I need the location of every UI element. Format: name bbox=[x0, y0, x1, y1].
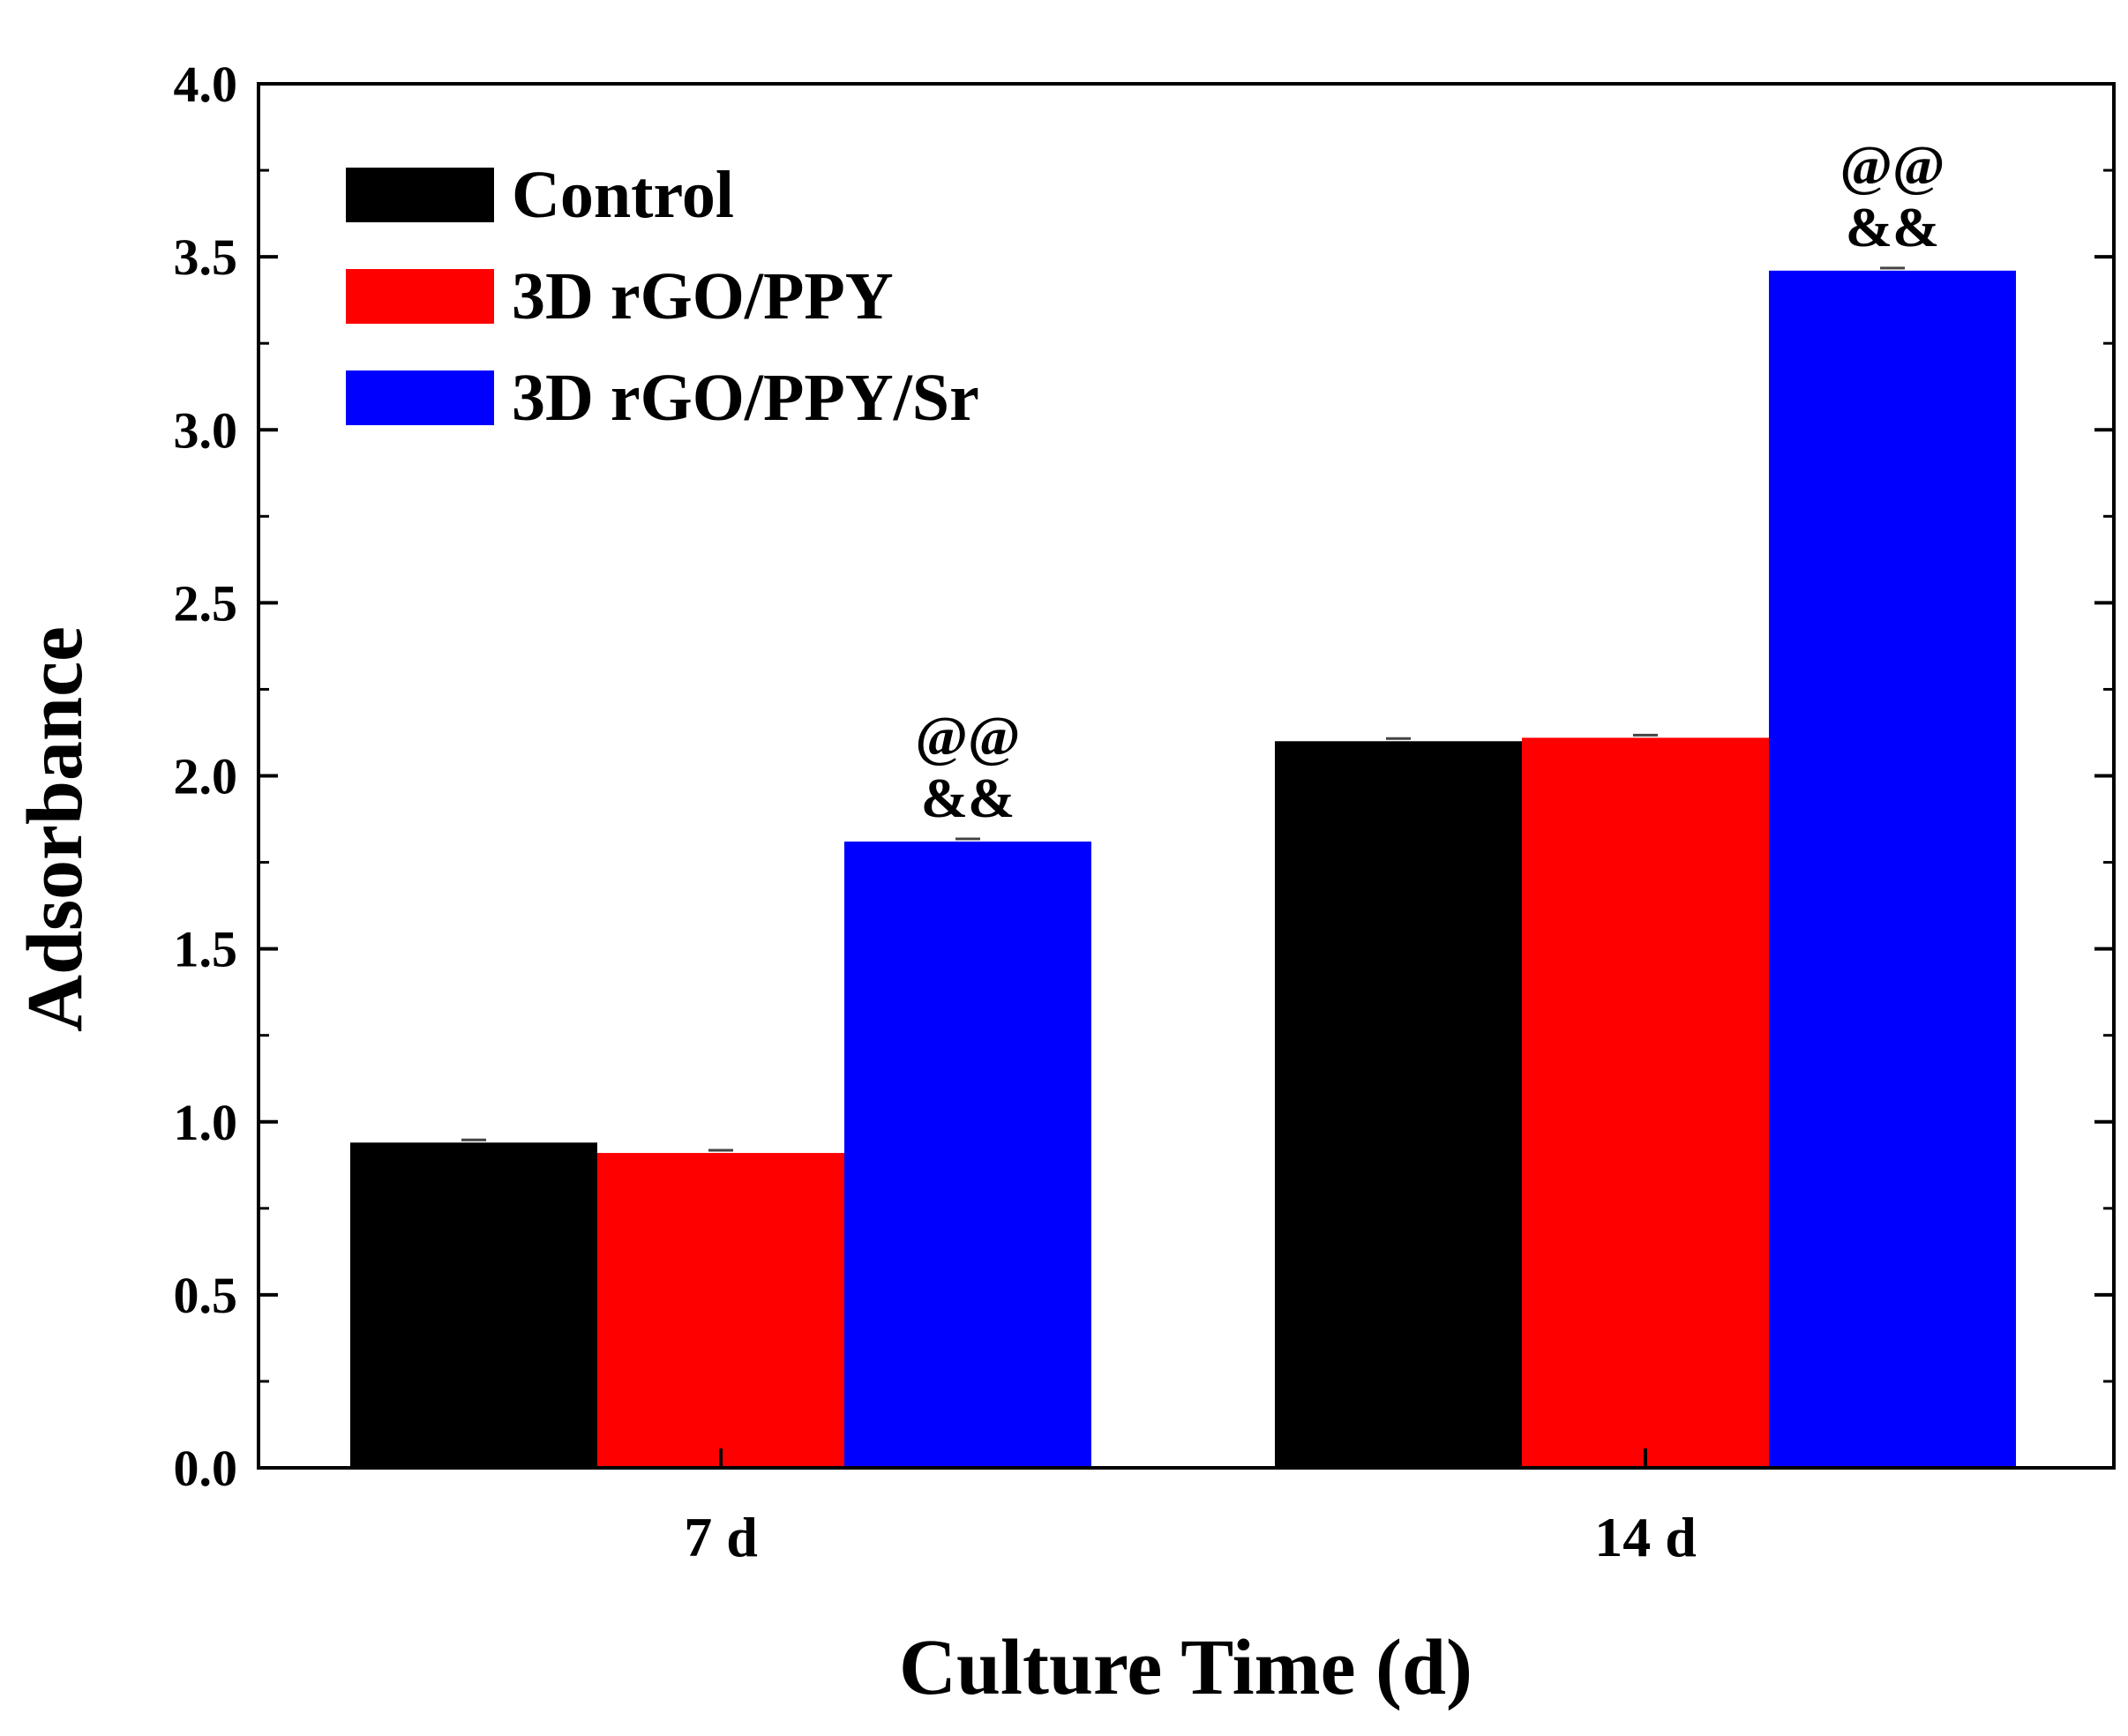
bar-control-14-d bbox=[1275, 741, 1522, 1468]
legend-swatch bbox=[346, 370, 494, 425]
bars-layer bbox=[350, 270, 2016, 1469]
bar-3d-rgo-ppy-7-d bbox=[597, 1153, 844, 1468]
x-axis-title: Culture Time (d) bbox=[899, 1624, 1472, 1711]
y-tick-label: 1.0 bbox=[174, 1094, 238, 1151]
y-tick-label: 2.5 bbox=[174, 574, 238, 632]
significance-annotation: @@ bbox=[915, 705, 1020, 767]
significance-annotation: @@ bbox=[1840, 134, 1944, 197]
x-tick-label: 7 d bbox=[684, 1506, 758, 1568]
legend-label: Control bbox=[512, 158, 734, 232]
y-tick-label: 0.0 bbox=[174, 1440, 238, 1497]
legend-label: 3D rGO/PPY bbox=[512, 259, 894, 333]
y-axis-title: Adsorbance bbox=[11, 626, 99, 1032]
y-tick-label: 4.0 bbox=[174, 56, 238, 113]
legend-swatch bbox=[346, 269, 494, 324]
bar-control-7-d bbox=[350, 1142, 597, 1468]
y-tick-label: 1.5 bbox=[174, 921, 238, 978]
legend-label: 3D rGO/PPY/Sr bbox=[512, 361, 979, 435]
y-tick-label: 3.5 bbox=[174, 228, 238, 286]
legend-swatch bbox=[346, 168, 494, 222]
legend: Control 3D rGO/PPY 3D rGO/PPY/Sr bbox=[346, 158, 979, 435]
axes-layer: 0.0 0.5 1.0 1.5 2.0 2.5 3.0 3.5 4.0 7 d 14 d bbox=[174, 56, 2116, 1568]
y-tick-label: 0.5 bbox=[174, 1267, 238, 1324]
y-tick-label: 2.0 bbox=[174, 748, 238, 805]
bar-3d-rgo-ppy-14-d bbox=[1522, 737, 1769, 1468]
x-tick-label: 14 d bbox=[1594, 1506, 1697, 1568]
bar-3d-rgo-ppy-sr-14-d bbox=[1769, 270, 2016, 1469]
significance-annotation: && bbox=[1846, 196, 1940, 258]
y-tick-label: 3.0 bbox=[174, 401, 238, 459]
annotations-layer: @@&&@@&& bbox=[915, 134, 1944, 829]
bar-3d-rgo-ppy-sr-7-d bbox=[844, 842, 1091, 1468]
error-bars-layer bbox=[461, 266, 1905, 1152]
significance-annotation: && bbox=[921, 767, 1015, 829]
